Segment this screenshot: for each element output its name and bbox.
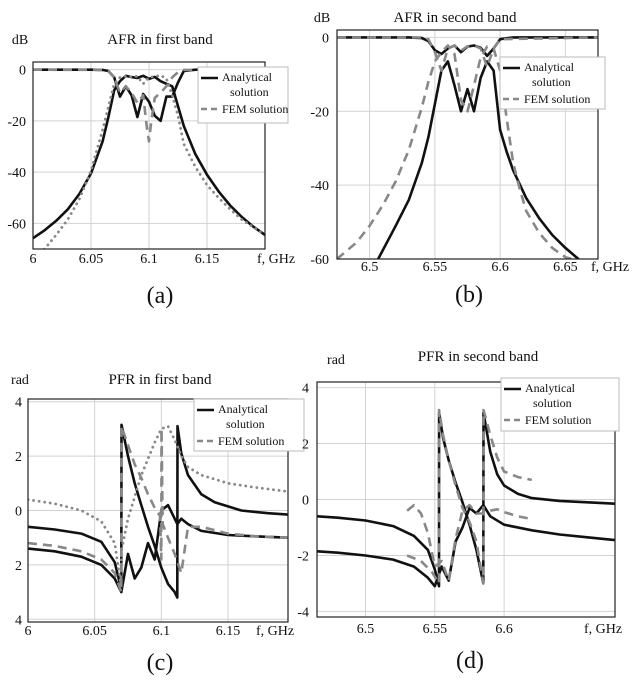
- x-tick-label: 6.1: [140, 252, 158, 267]
- chart-panel-a: 0 -20 -40 -60 6 6.05 6.1 6.15 dB f, GHz AFR in fir…: [7, 32, 295, 309]
- y-tick-label: -60: [7, 217, 26, 232]
- x-axis-label: f, GHz: [591, 260, 629, 275]
- x-tick-label: 6.15: [195, 252, 220, 267]
- series-line-2: [406, 408, 533, 585]
- x-axis-label: f, GHz: [257, 252, 295, 267]
- legend-label-analytical: Analytical: [524, 60, 575, 74]
- legend-label-analytical-line2: solution: [532, 75, 571, 89]
- legend-label-fem: FEM solution: [222, 102, 288, 116]
- series-line-1: [317, 503, 615, 588]
- y-tick-label: -4: [297, 605, 309, 620]
- x-tick-label: 6.55: [423, 260, 448, 275]
- plot-frame: [336, 29, 599, 260]
- legend-label-analytical: Analytical: [525, 381, 576, 395]
- chart-panel-d: 4 2 0 -2 -4 6.5 6.55 6.6 rad f, GHz PFR in second …: [297, 349, 622, 674]
- panel-caption: (c): [147, 650, 174, 676]
- series-line-3: [406, 503, 533, 582]
- legend-label-analytical: Analytical: [222, 70, 273, 84]
- x-tick-label: 6.6: [491, 260, 509, 275]
- legend-label-fem: FEM solution: [525, 413, 591, 427]
- y-tick-label: -40: [310, 179, 329, 194]
- series-line-0: [28, 423, 288, 599]
- legend-box: [500, 377, 620, 432]
- x-tick-label: 6.5: [357, 622, 375, 637]
- series-group: [317, 408, 615, 588]
- y-tick-label: -20: [7, 115, 26, 130]
- series-group: [337, 36, 598, 259]
- y-axis-label: rad: [327, 353, 345, 368]
- chart-panel-b: 0 -20 -40 -60 6.5 6.55 6.6 6.65 dB f, GHz AFR in s…: [310, 10, 629, 308]
- chart-title: AFR in first band: [107, 32, 213, 48]
- legend-label-analytical-line2: solution: [230, 85, 269, 99]
- series-group: [33, 68, 265, 249]
- y-tick-label: 0: [322, 31, 329, 46]
- series-line-3: [337, 36, 598, 72]
- x-tick-label: 6.05: [79, 252, 104, 267]
- y-axis-label: rad: [11, 373, 29, 388]
- series-line-2: [337, 44, 573, 259]
- x-axis-label: f, GHz: [584, 622, 622, 637]
- x-tick-label: 6.05: [82, 624, 107, 639]
- chart-title: AFR in second band: [394, 10, 517, 26]
- legend-box: [197, 66, 289, 124]
- y-tick-label: 0: [302, 494, 309, 509]
- panel-caption: (a): [147, 283, 174, 309]
- y-tick-label: -2: [297, 549, 309, 564]
- panel-caption: (d): [456, 648, 484, 674]
- y-tick-label: 2: [15, 559, 22, 574]
- y-tick-label: 2: [15, 450, 22, 465]
- legend-label-fem: FEM solution: [218, 434, 284, 448]
- panel-caption: (b): [455, 282, 483, 308]
- y-tick-label: 4: [15, 613, 22, 628]
- series-line-2: [28, 424, 288, 586]
- x-tick-label: 6.1: [153, 624, 171, 639]
- series-group: [28, 423, 288, 599]
- series-line-3: [33, 68, 265, 143]
- legend-label-analytical: Analytical: [218, 402, 269, 416]
- series-line-0: [317, 411, 615, 588]
- chart-title: PFR in second band: [418, 349, 539, 365]
- series-line-1: [376, 60, 580, 259]
- y-tick-label: -60: [310, 253, 329, 268]
- x-tick-label: 6: [30, 252, 37, 267]
- series-line-1: [28, 503, 288, 594]
- y-tick-label: 2: [302, 438, 309, 453]
- y-axis-label: dB: [12, 33, 28, 48]
- plot-frame: [32, 61, 266, 250]
- series-line-2: [42, 73, 265, 249]
- plot-frame: [27, 398, 289, 623]
- y-axis-label: dB: [314, 11, 330, 26]
- x-axis-label: f, GHz: [256, 624, 294, 639]
- x-tick-label: 6.6: [495, 622, 513, 637]
- legend-label-fem: FEM solution: [524, 92, 590, 106]
- x-tick-label: 6.55: [423, 622, 448, 637]
- plot-frame: [316, 381, 616, 618]
- legend-box: [499, 56, 606, 110]
- x-tick-label: 6.15: [216, 624, 241, 639]
- y-tick-label: -20: [310, 105, 329, 120]
- y-tick-label: -40: [7, 166, 26, 181]
- y-tick-label: 4: [15, 396, 22, 411]
- chart-title: PFR in first band: [109, 372, 212, 388]
- legend-box: [193, 398, 305, 452]
- x-tick-label: 6: [25, 624, 32, 639]
- y-tick-label: 4: [302, 382, 309, 397]
- legend-label-analytical-line2: solution: [533, 396, 572, 410]
- x-tick-label: 6.65: [553, 260, 578, 275]
- series-line-0: [33, 74, 265, 240]
- y-tick-label: 0: [15, 505, 22, 520]
- legend-label-analytical-line2: solution: [226, 417, 265, 431]
- y-tick-label: 0: [19, 64, 26, 79]
- x-tick-label: 6.5: [361, 260, 379, 275]
- series-line-3: [28, 424, 288, 594]
